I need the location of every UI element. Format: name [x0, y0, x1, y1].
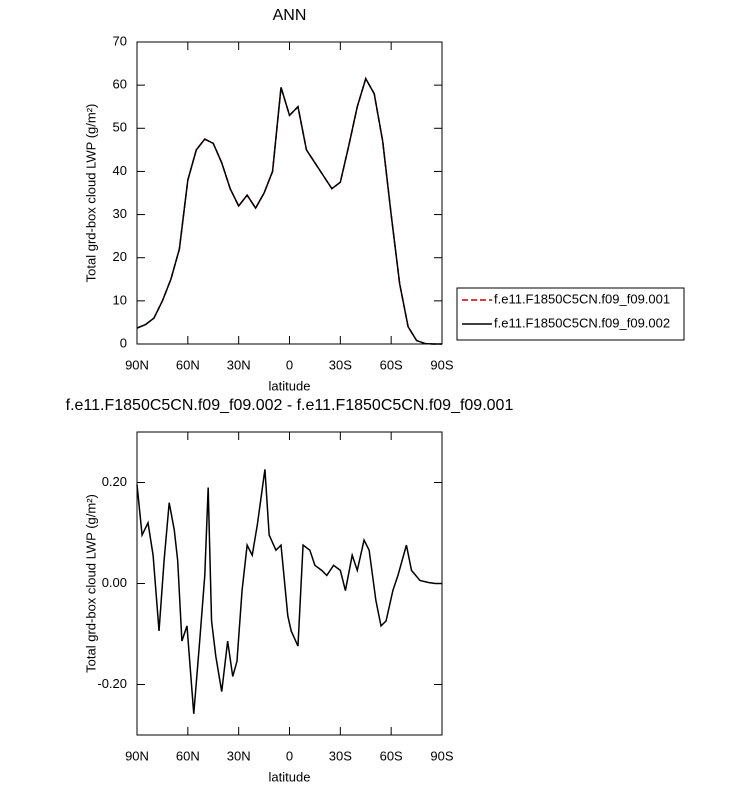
data-line	[136, 76, 442, 345]
x-tick-label: 60S	[380, 357, 403, 372]
y-axis-label: Total grd-box cloud LWP (g/m²)	[83, 494, 98, 673]
x-tick-label: 30N	[227, 748, 251, 763]
y-axis-label: Total grd-box cloud LWP (g/m²)	[83, 104, 98, 283]
x-tick-label: 60N	[176, 357, 200, 372]
y-tick-label: 0	[120, 335, 127, 350]
x-tick-label: 60S	[380, 748, 403, 763]
chart-title: f.e11.F1850C5CN.f09_f09.002 - f.e11.F185…	[66, 397, 514, 414]
x-tick-label: 0	[286, 748, 293, 763]
y-tick-label: 0.20	[102, 474, 127, 489]
x-tick-label: 90S	[430, 357, 453, 372]
x-tick-label: 0	[286, 357, 293, 372]
y-tick-label: 20	[113, 249, 127, 264]
x-axis-label: latitude	[269, 769, 311, 784]
y-tick-label: 70	[113, 33, 127, 48]
data-line	[136, 469, 442, 714]
data-line	[136, 76, 442, 345]
x-tick-label: 90S	[430, 748, 453, 763]
y-tick-label: 10	[113, 292, 127, 307]
x-axis-label: latitude	[269, 378, 311, 393]
legend-label: f.e11.F1850C5CN.f09_f09.002	[494, 315, 670, 330]
chart-title: ANN	[273, 7, 307, 24]
x-tick-label: 60N	[176, 748, 200, 763]
x-tick-label: 90N	[125, 357, 149, 372]
y-tick-label: 60	[113, 77, 127, 92]
y-tick-label: 50	[113, 120, 127, 135]
plot-frame	[136, 41, 443, 345]
plot-frame	[136, 431, 443, 736]
x-tick-label: 30S	[329, 357, 352, 372]
x-tick-label: 30S	[329, 748, 352, 763]
y-tick-label: 30	[113, 206, 127, 221]
x-tick-label: 90N	[125, 748, 149, 763]
legend-box	[456, 287, 685, 341]
y-tick-label: 40	[113, 163, 127, 178]
y-tick-label: -0.20	[97, 676, 127, 691]
x-tick-label: 30N	[227, 357, 251, 372]
legend-label: f.e11.F1850C5CN.f09_f09.001	[494, 291, 670, 306]
y-tick-label: 0.00	[102, 575, 127, 590]
